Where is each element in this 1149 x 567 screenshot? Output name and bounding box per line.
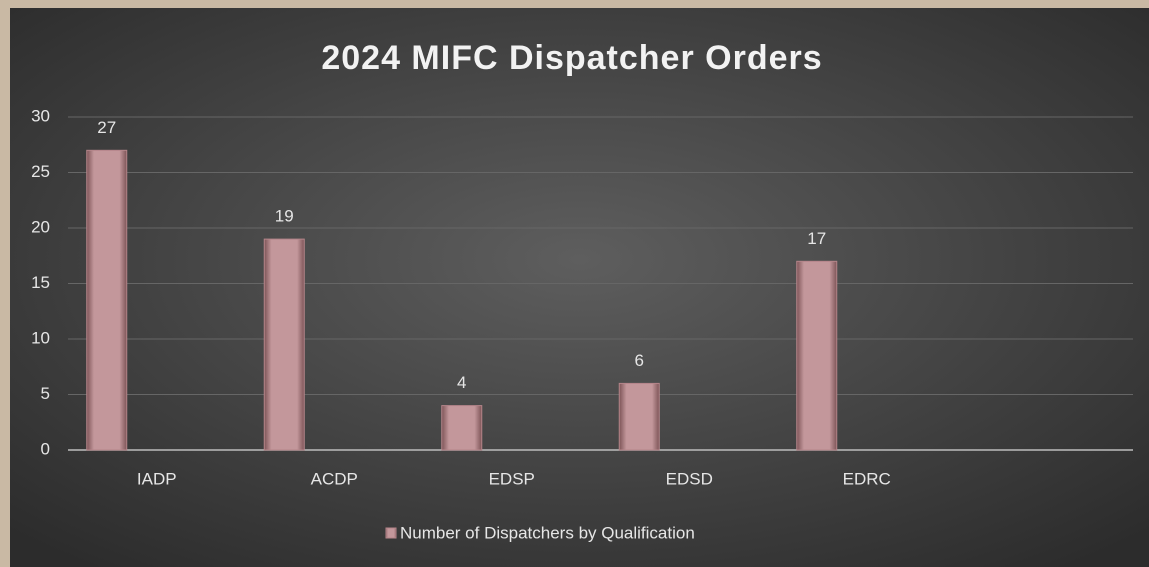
y-tick-label: 25 bbox=[31, 162, 50, 181]
bar bbox=[86, 149, 128, 451]
y-tick-label: 20 bbox=[31, 217, 50, 236]
x-tick-label: EDSP bbox=[489, 469, 535, 488]
data-label: 17 bbox=[807, 229, 826, 248]
y-tick-label: 0 bbox=[41, 439, 50, 458]
data-label: 4 bbox=[457, 373, 466, 392]
bar bbox=[441, 405, 483, 451]
chart-title: 2024 MIFC Dispatcher Orders bbox=[321, 39, 822, 77]
data-label: 6 bbox=[635, 351, 644, 370]
y-tick-label: 15 bbox=[31, 273, 50, 292]
x-tick-label: ACDP bbox=[311, 469, 358, 488]
bar bbox=[796, 260, 838, 451]
y-tick-label: 30 bbox=[31, 106, 50, 125]
y-tick-label: 10 bbox=[31, 328, 50, 347]
legend-swatch bbox=[385, 527, 397, 539]
bar bbox=[618, 382, 660, 451]
data-label: 27 bbox=[97, 118, 116, 137]
x-tick-label: EDSD bbox=[666, 469, 713, 488]
legend-label: Number of Dispatchers by Qualification bbox=[400, 523, 695, 542]
bar bbox=[263, 238, 305, 451]
chart-background bbox=[10, 8, 1149, 567]
y-tick-label: 5 bbox=[41, 384, 50, 403]
x-tick-label: IADP bbox=[137, 469, 177, 488]
data-label: 19 bbox=[275, 207, 294, 226]
x-tick-label: EDRC bbox=[843, 469, 891, 488]
